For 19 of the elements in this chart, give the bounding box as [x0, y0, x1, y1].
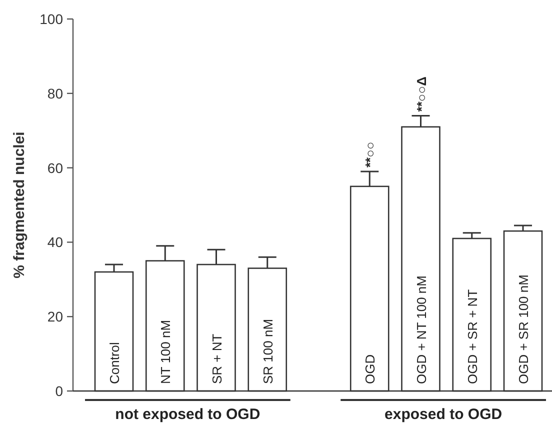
y-tick-label: 60	[47, 160, 64, 176]
x-tick-label: OGD	[362, 354, 378, 384]
x-tick-label: SR 100 nM	[260, 318, 276, 384]
x-tick-label: SR + NT	[209, 334, 224, 384]
y-tick-label: 20	[47, 308, 64, 325]
text: exposed to OGD	[384, 406, 502, 423]
x-tick-label: OGD + NT 100 nM	[414, 276, 429, 384]
x-tick-label: NT 100 nM	[158, 320, 174, 384]
y-tick-label: 40	[47, 234, 64, 250]
annotation: **○○	[362, 142, 378, 168]
x-tick-label: OGD + SR 100 nM	[516, 274, 531, 384]
text: not exposed to OGD	[115, 406, 260, 423]
y-tick-label: 80	[47, 85, 64, 102]
x-tick-label: Control	[107, 342, 122, 384]
annotation: **○○Δ	[414, 76, 429, 112]
x-tick-label: OGD + SR + NT	[464, 289, 480, 384]
y-axis-title: % fragmented nuclei	[11, 132, 28, 278]
y-tick-label: 100	[40, 11, 64, 27]
y-tick-label: 0	[55, 383, 64, 399]
